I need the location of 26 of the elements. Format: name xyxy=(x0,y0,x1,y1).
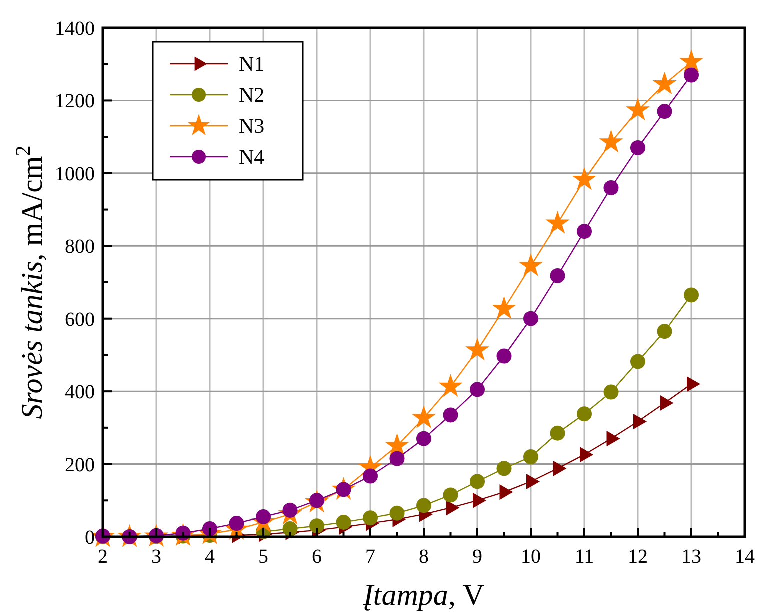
x-axis-title: Įtampa, V xyxy=(362,579,485,612)
x-tick-label: 6 xyxy=(312,546,322,568)
y-tick-label: 200 xyxy=(65,454,95,476)
x-tick-label: 11 xyxy=(574,546,594,568)
x-tick-label: 13 xyxy=(682,546,702,568)
x-tick-label: 4 xyxy=(205,546,215,568)
y-tick-label: 400 xyxy=(65,382,95,404)
y-tick-label: 1200 xyxy=(55,90,95,113)
y-tick-label: 0 xyxy=(85,527,95,549)
x-tick-label: 10 xyxy=(521,546,541,568)
legend-label: N3 xyxy=(239,114,265,138)
legend-label: N4 xyxy=(239,145,266,169)
y-tick-label: 800 xyxy=(65,236,95,258)
y-tick-label: 600 xyxy=(65,308,95,331)
legend-label: N1 xyxy=(239,52,265,76)
y-tick-label: 1000 xyxy=(55,163,95,186)
x-tick-label: 7 xyxy=(366,546,376,568)
legend-label: N2 xyxy=(239,83,265,107)
x-tick-label: 12 xyxy=(628,546,648,568)
x-tick-label: 14 xyxy=(735,546,755,568)
y-tick-label: 1400 xyxy=(55,18,95,40)
x-tick-label: 5 xyxy=(258,546,268,568)
x-tick-label: 9 xyxy=(472,546,482,568)
x-tick-label: 2 xyxy=(98,546,108,568)
x-tick-label: 8 xyxy=(419,546,429,568)
x-tick-label: 3 xyxy=(152,546,162,568)
